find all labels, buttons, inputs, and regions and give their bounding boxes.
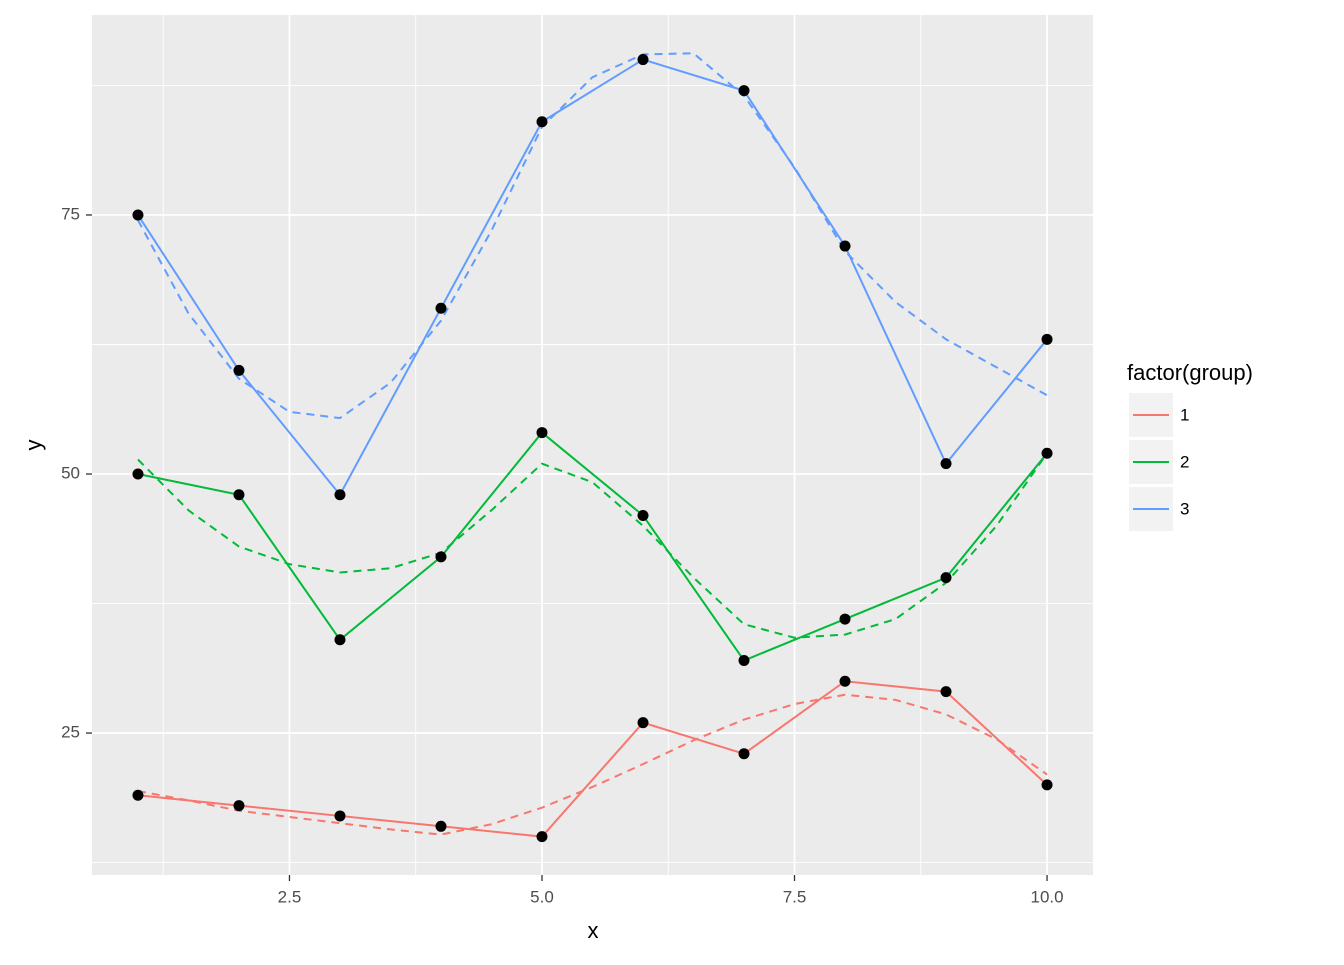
point (738, 748, 750, 760)
point (637, 509, 649, 521)
legend-label: 2 (1180, 452, 1189, 471)
legend-label: 3 (1180, 499, 1189, 518)
y-tick-label: 75 (61, 204, 80, 223)
point (132, 789, 144, 801)
point (637, 54, 649, 66)
point (233, 800, 245, 812)
point (940, 572, 952, 584)
x-tick-label: 5.0 (530, 887, 554, 906)
series-line (137, 58, 1048, 497)
point (132, 468, 144, 480)
point (435, 820, 447, 832)
y-tick-label: 50 (61, 463, 80, 482)
panel (92, 15, 1093, 875)
point (334, 489, 346, 501)
point (435, 302, 447, 314)
point (839, 675, 851, 687)
point (233, 364, 245, 376)
series-line (137, 680, 1048, 838)
point (839, 240, 851, 252)
x-tick-label: 10.0 (1030, 887, 1063, 906)
x-axis-title: x (588, 918, 599, 943)
point (940, 458, 952, 470)
point (334, 810, 346, 822)
point (132, 209, 144, 221)
point (940, 686, 952, 698)
point (435, 551, 447, 563)
series-line (137, 431, 1048, 662)
y-tick-label: 25 (61, 723, 80, 742)
point (233, 489, 245, 501)
y-axis-title: y (21, 440, 46, 451)
x-tick-label: 7.5 (783, 887, 807, 906)
point (637, 717, 649, 729)
point (1041, 447, 1053, 459)
point (536, 427, 548, 439)
point (738, 655, 750, 667)
legend-label: 1 (1180, 405, 1189, 424)
point (839, 613, 851, 625)
point (536, 831, 548, 843)
point (334, 634, 346, 646)
x-tick-label: 2.5 (278, 887, 302, 906)
point (1041, 333, 1053, 345)
smooth-line (137, 452, 1048, 639)
smooth-line (137, 52, 1048, 420)
legend-title: factor(group) (1127, 360, 1253, 385)
smooth-line (137, 693, 1048, 836)
point (1041, 779, 1053, 791)
point (536, 116, 548, 128)
point (738, 85, 750, 97)
